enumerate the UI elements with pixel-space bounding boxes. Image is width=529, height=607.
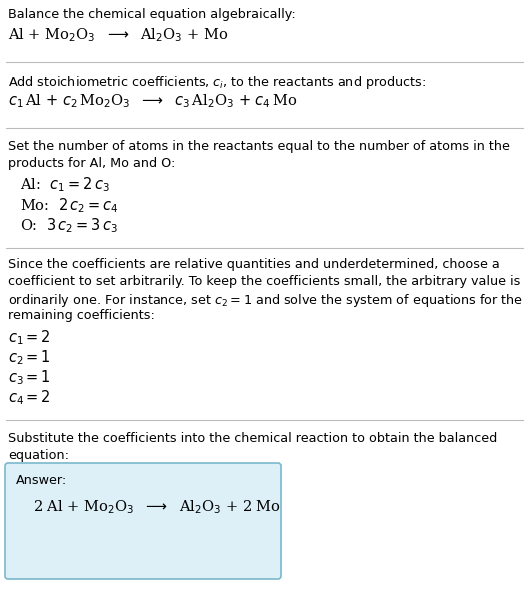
Text: equation:: equation:	[8, 449, 69, 462]
Text: products for Al, Mo and O:: products for Al, Mo and O:	[8, 157, 176, 170]
Text: ordinarily one. For instance, set $c_2 = 1$ and solve the system of equations fo: ordinarily one. For instance, set $c_2 =…	[8, 292, 523, 309]
Text: coefficient to set arbitrarily. To keep the coefficients small, the arbitrary va: coefficient to set arbitrarily. To keep …	[8, 275, 521, 288]
Text: Al + Mo$_2$O$_3$  $\longrightarrow$  Al$_2$O$_3$ + Mo: Al + Mo$_2$O$_3$ $\longrightarrow$ Al$_2…	[8, 26, 229, 44]
Text: Balance the chemical equation algebraically:: Balance the chemical equation algebraica…	[8, 8, 296, 21]
Text: Add stoichiometric coefficients, $c_i$, to the reactants and products:: Add stoichiometric coefficients, $c_i$, …	[8, 74, 426, 91]
Text: O:  $3\,c_2 = 3\,c_3$: O: $3\,c_2 = 3\,c_3$	[20, 216, 118, 235]
Text: $c_3 = 1$: $c_3 = 1$	[8, 368, 51, 387]
Text: $c_2 = 1$: $c_2 = 1$	[8, 348, 51, 367]
Text: Substitute the coefficients into the chemical reaction to obtain the balanced: Substitute the coefficients into the che…	[8, 432, 497, 445]
Text: $c_4 = 2$: $c_4 = 2$	[8, 388, 51, 407]
FancyBboxPatch shape	[5, 463, 281, 579]
Text: Set the number of atoms in the reactants equal to the number of atoms in the: Set the number of atoms in the reactants…	[8, 140, 510, 153]
Text: 2 Al + Mo$_2$O$_3$  $\longrightarrow$  Al$_2$O$_3$ + 2 Mo: 2 Al + Mo$_2$O$_3$ $\longrightarrow$ Al$…	[33, 498, 281, 516]
Text: remaining coefficients:: remaining coefficients:	[8, 309, 155, 322]
Text: $c_1\!$ Al $+$ $c_2\!$ Mo$_2$O$_3$  $\longrightarrow$  $c_3\!$ Al$_2$O$_3$ $+$ $: $c_1\!$ Al $+$ $c_2\!$ Mo$_2$O$_3$ $\lon…	[8, 92, 297, 110]
Text: $c_1 = 2$: $c_1 = 2$	[8, 328, 51, 347]
Text: Al:  $c_1 = 2\,c_3$: Al: $c_1 = 2\,c_3$	[20, 175, 110, 194]
Text: Answer:: Answer:	[16, 474, 67, 487]
Text: Since the coefficients are relative quantities and underdetermined, choose a: Since the coefficients are relative quan…	[8, 258, 500, 271]
Text: Mo:  $2\,c_2 = c_4$: Mo: $2\,c_2 = c_4$	[20, 196, 118, 215]
